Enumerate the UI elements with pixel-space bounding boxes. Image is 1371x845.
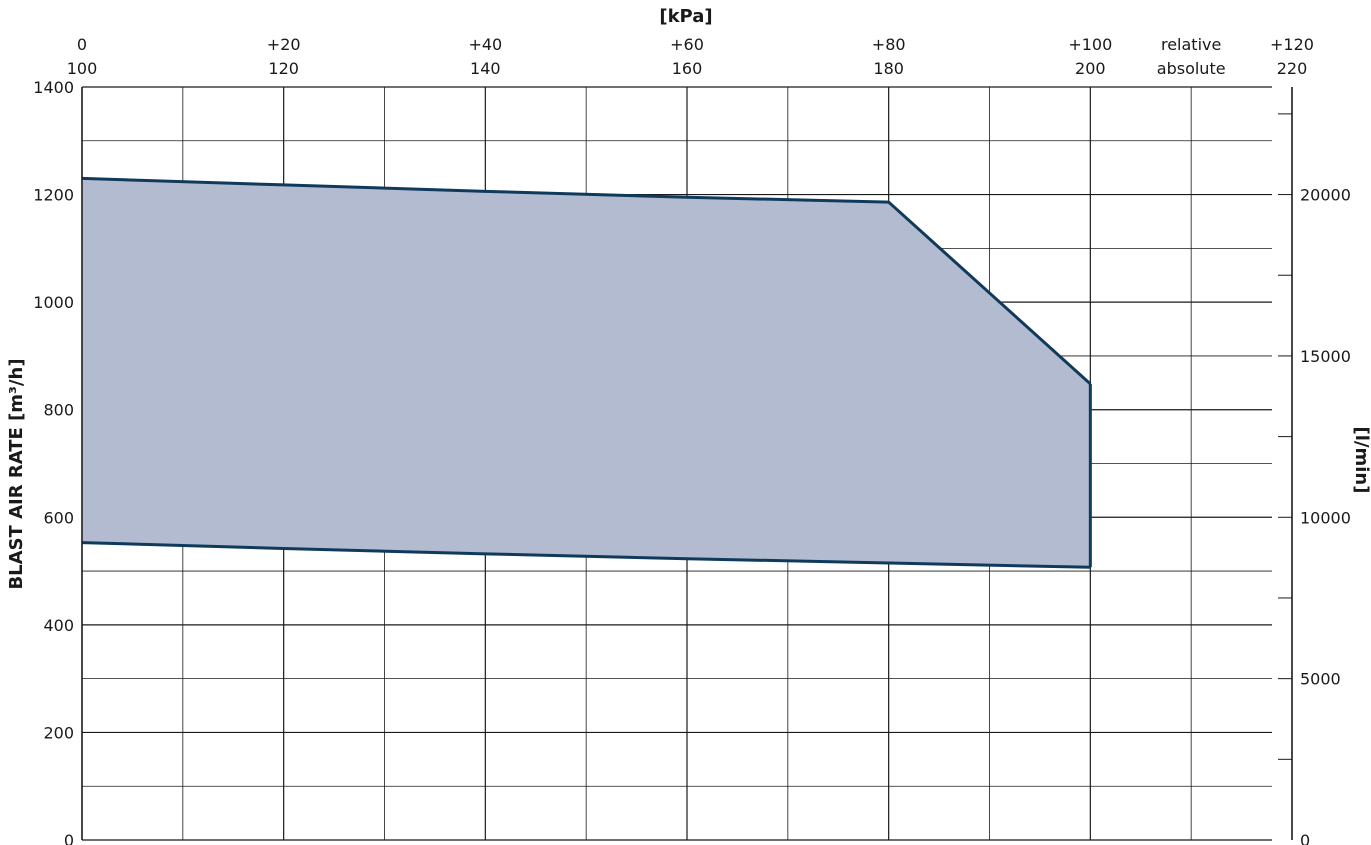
upper-boundary-line — [81, 176, 1092, 386]
x-tick-label-relative: +20 — [267, 35, 301, 54]
x-tick-label-relative: +120 — [1270, 35, 1314, 54]
x-scale-name-absolute: absolute — [1157, 59, 1226, 78]
y-right-tick-label: 0 — [1300, 831, 1310, 845]
x-tick-label-relative: +100 — [1068, 35, 1112, 54]
y-left-tick-label: 0 — [64, 831, 74, 845]
x-tick-label-relative: +80 — [872, 35, 906, 54]
x-tick-label-absolute: 140 — [470, 59, 501, 78]
y-left-tick-label: 400 — [43, 616, 74, 635]
y-right-tick-label: 5000 — [1300, 670, 1341, 689]
y-left-tick-label: 1200 — [33, 186, 74, 205]
operating-area-fill — [82, 178, 1091, 568]
operating-area — [81, 176, 1092, 569]
x-tick-label-relative: +60 — [670, 35, 704, 54]
y-right-tick-label: 10000 — [1300, 508, 1351, 527]
tick-labels: 0 +20 +40 +60 +80 +100 +120 100 120 140 160 180 200 2… — [33, 35, 1351, 845]
x-tick-label-relative: 0 — [77, 35, 87, 54]
x-tick-label-absolute: 200 — [1075, 59, 1106, 78]
y-axis-right-title: [l/min] — [1351, 427, 1371, 494]
x-tick-label-absolute: 220 — [1277, 59, 1308, 78]
y-axis-left-title: BLAST AIR RATE [m³/h] — [6, 358, 27, 589]
y-right-tick-label: 20000 — [1300, 186, 1351, 205]
x-tick-label-relative: +40 — [468, 35, 502, 54]
x-tick-label-absolute: 160 — [672, 59, 703, 78]
y-right-tick-label: 15000 — [1300, 347, 1351, 366]
lower-boundary-line — [81, 541, 1091, 569]
y-left-tick-label: 200 — [43, 723, 74, 742]
x-tick-label-absolute: 120 — [268, 59, 299, 78]
y-left-tick-label: 600 — [43, 508, 74, 527]
y-left-tick-label: 1000 — [33, 293, 74, 312]
x-axis-title: [kPa] — [659, 6, 712, 27]
x-tick-label-absolute: 180 — [873, 59, 904, 78]
x-scale-name-relative: relative — [1161, 35, 1221, 54]
x-tick-label-absolute: 100 — [67, 59, 98, 78]
axes — [81, 87, 1293, 840]
y-left-tick-label: 1400 — [33, 78, 74, 97]
y-left-tick-label: 800 — [43, 401, 74, 420]
